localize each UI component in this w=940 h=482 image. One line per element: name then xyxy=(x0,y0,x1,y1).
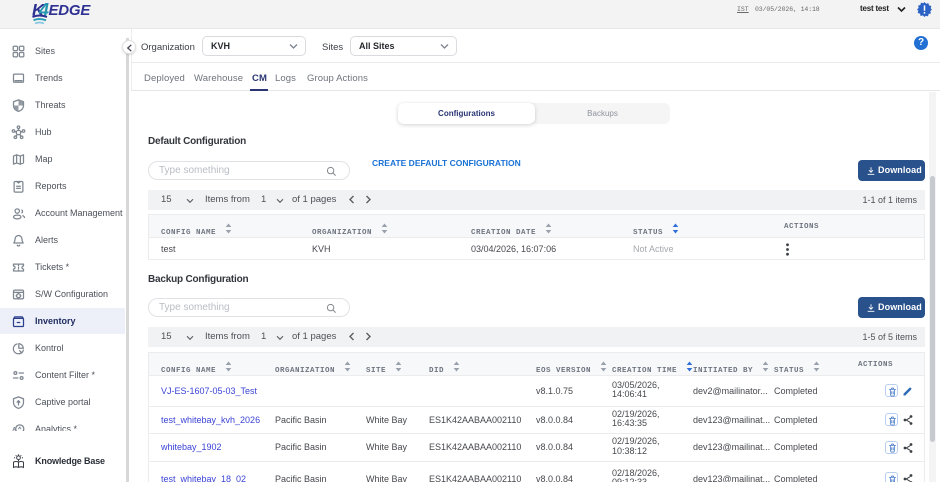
svg-text:A: A xyxy=(12,426,16,431)
svg-text:EDGE: EDGE xyxy=(49,2,92,19)
svg-text:K: K xyxy=(32,1,46,20)
svg-text:4: 4 xyxy=(38,0,49,20)
